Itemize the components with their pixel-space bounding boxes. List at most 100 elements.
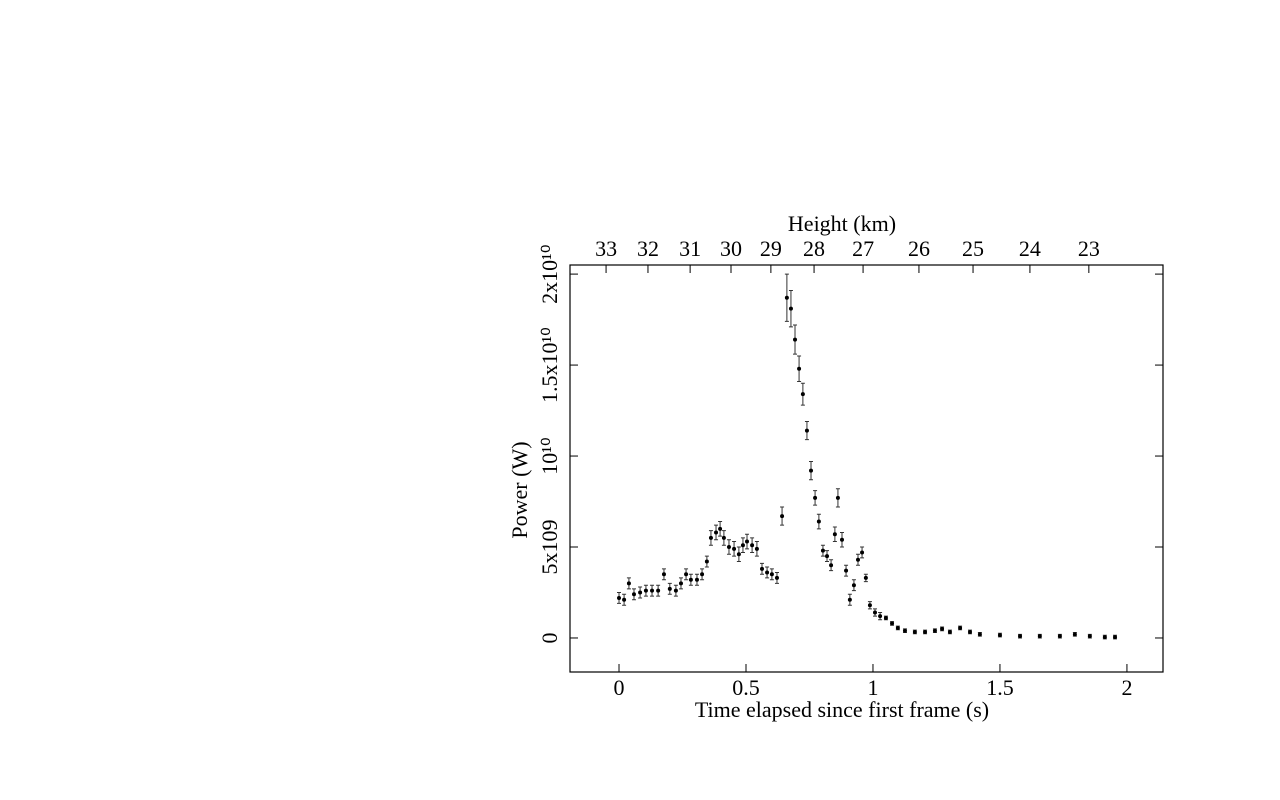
top-tick-label: 24 — [1019, 236, 1041, 261]
data-point — [878, 614, 883, 619]
data-point — [813, 495, 818, 500]
data-point — [832, 532, 837, 537]
data-point — [732, 546, 737, 551]
data-point — [643, 588, 648, 593]
y-tick-label: 0 — [537, 632, 562, 643]
data-point — [661, 572, 666, 577]
data-point — [967, 629, 972, 634]
data-point — [883, 615, 888, 620]
data-point — [797, 366, 802, 371]
top-tick-label: 32 — [637, 236, 659, 261]
data-point — [769, 572, 774, 577]
data-point — [860, 550, 865, 555]
top-tick-label: 28 — [803, 236, 825, 261]
data-point — [932, 628, 937, 633]
data-point — [829, 563, 834, 568]
x-tick-label: 1 — [867, 675, 878, 700]
data-point — [678, 581, 683, 586]
data-point — [1102, 635, 1107, 640]
data-point — [714, 530, 719, 535]
data-point — [622, 597, 627, 602]
data-point — [788, 306, 793, 311]
data-point — [626, 581, 631, 586]
data-point — [816, 519, 821, 524]
data-point — [631, 592, 636, 597]
data-point — [793, 337, 798, 342]
data-point — [684, 572, 689, 577]
data-point — [726, 545, 731, 550]
data-point — [902, 628, 907, 633]
x-tick-label: 0.5 — [732, 675, 760, 700]
data-point — [1018, 634, 1023, 639]
data-point — [708, 535, 713, 540]
top-tick-label: 29 — [760, 236, 782, 261]
data-point — [890, 621, 895, 626]
top-tick-label: 27 — [852, 236, 874, 261]
data-point — [923, 629, 928, 634]
data-point — [1037, 634, 1042, 639]
data-point — [835, 495, 840, 500]
data-point — [825, 554, 830, 559]
data-point — [912, 629, 917, 634]
data-point — [774, 575, 779, 580]
x-tick-label: 0 — [614, 675, 625, 700]
data-point — [759, 566, 764, 571]
data-point — [780, 514, 785, 519]
y-axis-label: Power (W) — [507, 441, 532, 538]
data-point — [694, 577, 699, 582]
data-point — [855, 557, 860, 562]
data-point — [839, 537, 844, 542]
y-tick-label: 10¹⁰ — [537, 437, 562, 475]
data-point — [1087, 634, 1092, 639]
y-tick-label: 5x109 — [537, 520, 562, 575]
x-tick-label: 1.5 — [986, 675, 1014, 700]
data-point — [700, 572, 705, 577]
data-point — [754, 546, 759, 551]
data-point — [721, 535, 726, 540]
data-point — [638, 590, 643, 595]
data-point — [851, 583, 856, 588]
data-point — [667, 586, 672, 591]
data-point — [656, 588, 661, 593]
data-point — [765, 570, 770, 575]
top-tick-label: 31 — [679, 236, 701, 261]
data-point — [784, 295, 789, 300]
top-tick-label: 33 — [595, 236, 617, 261]
data-point — [873, 610, 878, 615]
data-point — [740, 543, 745, 548]
data-point — [895, 625, 900, 630]
data-point — [804, 428, 809, 433]
data-point — [940, 626, 945, 631]
data-point — [650, 588, 655, 593]
data-point — [704, 559, 709, 564]
data-point — [718, 526, 723, 531]
plot-frame — [569, 264, 1164, 673]
data-point — [688, 577, 693, 582]
data-point — [997, 633, 1002, 638]
data-point — [1113, 635, 1118, 640]
data-point — [947, 629, 952, 634]
data-point — [673, 588, 678, 593]
data-point — [847, 597, 852, 602]
y-tick-label: 1.5x10¹⁰ — [537, 327, 562, 403]
top-axis-label: Height (km) — [788, 211, 896, 236]
data-point — [958, 625, 963, 630]
data-point — [844, 568, 849, 573]
data-point — [745, 539, 750, 544]
data-point — [977, 632, 982, 637]
data-point — [1072, 632, 1077, 637]
data-point — [1057, 634, 1062, 639]
data-point — [800, 392, 805, 397]
data-point — [736, 552, 741, 557]
x-axis-label: Time elapsed since first frame (s) — [695, 697, 989, 722]
data-point — [809, 468, 814, 473]
x-tick-label: 2 — [1121, 675, 1132, 700]
data-point — [863, 575, 868, 580]
top-tick-label: 25 — [962, 236, 984, 261]
data-point — [867, 603, 872, 608]
top-tick-label: 30 — [720, 236, 742, 261]
top-tick-label: 23 — [1078, 236, 1100, 261]
data-point — [820, 548, 825, 553]
y-tick-label: 2x10¹⁰ — [537, 244, 562, 304]
